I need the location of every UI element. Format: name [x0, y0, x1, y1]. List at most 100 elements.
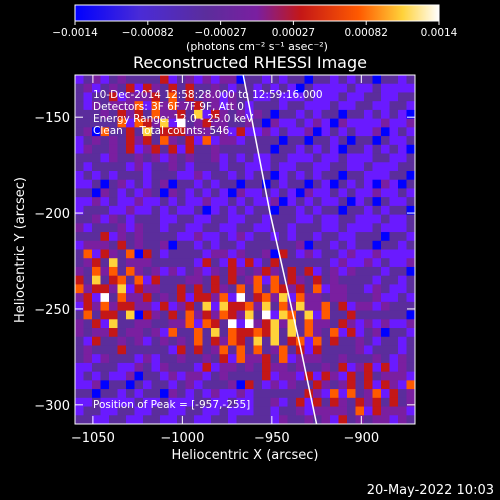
heatmap-cell [398, 293, 407, 303]
heatmap-cell [100, 345, 110, 355]
heatmap-cell [126, 101, 135, 111]
heatmap-cell [398, 170, 407, 181]
heatmap-cell [321, 258, 331, 268]
heatmap-cell [228, 240, 237, 250]
heatmap-cell [100, 371, 110, 381]
heatmap-cell [185, 83, 195, 93]
heatmap-cell [134, 127, 144, 137]
heatmap-cell [406, 258, 415, 268]
heatmap-cell [100, 354, 110, 364]
heatmap-cell [279, 232, 288, 242]
heatmap-cell [355, 162, 365, 172]
heatmap-cell [177, 371, 186, 381]
heatmap-cell [389, 266, 399, 277]
heatmap-cell [389, 179, 399, 189]
heatmap-cell [330, 345, 339, 355]
heatmap-cell [355, 275, 365, 285]
heatmap-cell [143, 397, 152, 407]
heatmap-cell [109, 101, 118, 111]
heatmap-cell [143, 92, 152, 102]
heatmap-cell [372, 415, 382, 424]
heatmap-cell [160, 214, 169, 224]
heatmap-cell [279, 214, 288, 224]
heatmap-cell [117, 345, 127, 355]
heatmap-cell [406, 240, 415, 250]
heatmap-cell [330, 136, 339, 146]
heatmap-cell [185, 345, 195, 355]
heatmap-cell [381, 406, 390, 416]
heatmap-cell [219, 406, 229, 416]
heatmap-cell [83, 83, 93, 93]
heatmap-cell [406, 275, 415, 285]
heatmap-cell [126, 153, 135, 163]
heatmap-cell [406, 319, 415, 329]
heatmap-cell [211, 354, 220, 364]
heatmap-cell [398, 136, 407, 146]
heatmap-cell [372, 397, 382, 407]
heatmap-cell [296, 293, 305, 303]
heatmap-cell [381, 362, 390, 373]
heatmap-cell [347, 371, 356, 381]
heatmap-cell [75, 118, 84, 128]
heatmap-cell [219, 362, 229, 373]
heatmap-cell [245, 144, 254, 154]
heatmap-cell [338, 380, 348, 390]
heatmap-cell [313, 301, 322, 311]
heatmap-cell [364, 266, 373, 277]
heatmap-cell [372, 179, 382, 189]
heatmap-cell [245, 240, 254, 250]
heatmap-cell [236, 127, 246, 137]
heatmap-cell [211, 170, 220, 181]
heatmap-cell [177, 205, 186, 215]
heatmap-cell [202, 249, 212, 259]
heatmap-cell [177, 232, 186, 242]
heatmap-cell [219, 336, 229, 346]
heatmap-cell [143, 197, 152, 207]
heatmap-cell [202, 380, 212, 390]
heatmap-cell [75, 345, 84, 355]
heatmap-cell [211, 144, 220, 154]
heatmap-cell [253, 415, 263, 424]
heatmap-cell [143, 389, 152, 399]
heatmap-cell [168, 345, 178, 355]
heatmap-cell [194, 92, 203, 102]
heatmap-cell [330, 214, 339, 224]
heatmap-cell [177, 266, 186, 277]
heatmap-cell [177, 197, 186, 207]
heatmap-cell [202, 354, 212, 364]
heatmap-cell [75, 223, 84, 233]
heatmap-cell [321, 153, 331, 163]
heatmap-cell [245, 197, 254, 207]
heatmap-cell [236, 223, 246, 233]
heatmap-cell [109, 109, 118, 120]
heatmap-cell [321, 406, 331, 416]
heatmap-cell [219, 328, 229, 338]
heatmap-cell [219, 266, 229, 277]
heatmap-cell [177, 240, 186, 250]
heatmap-cell [372, 109, 382, 120]
heatmap-cell [109, 310, 118, 320]
heatmap-cell [100, 319, 110, 329]
heatmap-cell [134, 101, 144, 111]
heatmap-cell [185, 179, 195, 189]
heatmap-cell [126, 223, 135, 233]
heatmap-cell [262, 328, 271, 338]
heatmap-cell [92, 301, 101, 311]
heatmap-cell [296, 223, 305, 233]
heatmap-cell [398, 397, 407, 407]
heatmap-cell [151, 293, 161, 303]
heatmap-cell [270, 336, 280, 346]
heatmap-cell [364, 75, 373, 85]
heatmap-cell [134, 328, 144, 338]
heatmap-cell [75, 136, 84, 146]
heatmap-cell [355, 240, 365, 250]
heatmap-cell [313, 179, 322, 189]
heatmap-cell [372, 284, 382, 294]
heatmap-cell [262, 136, 271, 146]
heatmap-cell [117, 328, 127, 338]
heatmap-cell [270, 127, 280, 137]
heatmap-cell [160, 310, 169, 320]
heatmap-cell [321, 293, 331, 303]
heatmap-cell [330, 371, 339, 381]
heatmap-cell [151, 249, 161, 259]
